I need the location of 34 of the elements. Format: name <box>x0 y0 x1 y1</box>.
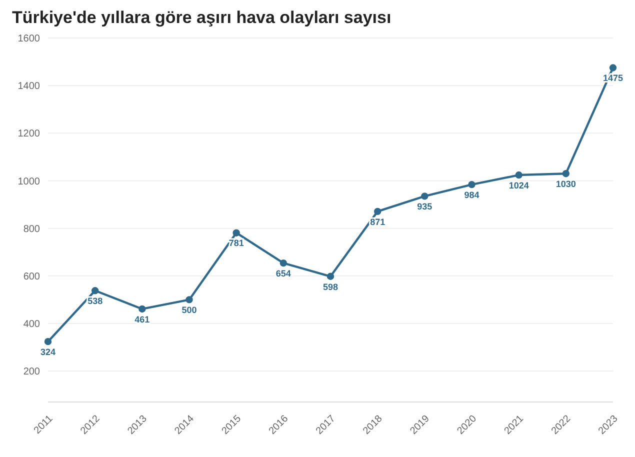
point <box>232 229 240 236</box>
data-label: 324 <box>40 346 56 357</box>
y-tick-label: 1200 <box>18 128 40 140</box>
point <box>609 64 617 72</box>
data-label: 984 <box>464 190 480 200</box>
chart-title: Türkiye'de yıllara göre aşırı hava olayları sayısı <box>12 8 392 28</box>
data-label: 500 <box>182 305 197 316</box>
data-label: 935 <box>417 202 432 212</box>
data-label: 871 <box>370 216 386 227</box>
point <box>280 259 288 267</box>
data-label: 781 <box>228 238 244 248</box>
point <box>138 305 146 313</box>
y-tick-label: 1400 <box>18 81 40 92</box>
point <box>186 296 193 304</box>
y-tick-label: 400 <box>23 319 40 330</box>
point <box>91 287 99 294</box>
y-tick-label: 800 <box>23 224 40 235</box>
point <box>468 180 476 188</box>
data-label: 538 <box>88 296 103 306</box>
point <box>562 170 570 178</box>
point <box>421 192 428 200</box>
data-label: 1024 <box>508 180 529 190</box>
point <box>326 272 334 280</box>
point <box>515 171 522 179</box>
point <box>374 208 382 216</box>
data-label: 1030 <box>556 179 576 189</box>
data-label: 461 <box>134 314 150 324</box>
y-tick-label: 200 <box>23 366 40 378</box>
data-label: 598 <box>322 282 338 292</box>
point <box>44 338 52 346</box>
data-label: 654 <box>276 268 291 278</box>
y-tick-label: 600 <box>23 271 40 282</box>
y-tick-label: 1600 <box>18 34 40 45</box>
y-tick-label: 1000 <box>18 176 40 188</box>
